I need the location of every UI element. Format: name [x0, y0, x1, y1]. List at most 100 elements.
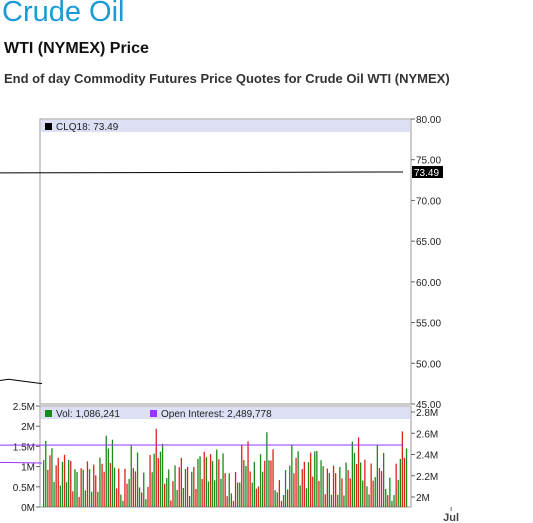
volume-bar	[251, 482, 253, 507]
volume-bar	[310, 452, 312, 507]
volume-bar	[341, 478, 343, 507]
volume-bar	[243, 460, 245, 507]
volume-bar	[116, 488, 118, 507]
volume-bar	[205, 457, 207, 507]
volume-bar	[209, 454, 212, 507]
volume-bar	[201, 479, 203, 507]
volume-bar	[138, 487, 141, 507]
volume-bar	[107, 448, 109, 507]
volume-bar	[211, 461, 214, 507]
volume-bar	[228, 473, 230, 507]
volume-bar	[370, 463, 372, 507]
oi-legend-swatch	[150, 410, 157, 417]
volume-bar	[291, 445, 293, 507]
volume-legend-swatch	[45, 410, 52, 417]
oi-y-tick-label: 2.8M	[416, 408, 438, 419]
volume-bar	[357, 437, 360, 507]
volume-bar	[80, 468, 82, 507]
volume-bar	[237, 482, 239, 507]
volume-bar	[345, 462, 347, 507]
volume-bar	[216, 449, 218, 507]
price-y-tick-label: 70.00	[416, 196, 441, 207]
volume-bar	[193, 466, 195, 507]
volume-bar	[109, 463, 111, 507]
volume-bar	[74, 469, 76, 507]
volume-bar	[241, 444, 243, 507]
volume-bar	[289, 465, 291, 507]
volume-bar	[307, 462, 310, 507]
volume-bar	[234, 472, 237, 507]
volume-bar	[330, 494, 333, 507]
volume-bar	[232, 500, 235, 507]
volume-bar	[68, 460, 70, 507]
volume-bar	[395, 463, 397, 507]
volume-bar	[262, 471, 264, 507]
price-legend-bar	[41, 120, 410, 132]
volume-bar	[368, 494, 370, 507]
volume-bar	[72, 491, 74, 507]
volume-bar	[405, 448, 408, 507]
volume-bar	[393, 495, 395, 507]
volume-bar	[376, 444, 378, 507]
volume-bar	[287, 489, 289, 507]
volume-bar	[387, 495, 389, 507]
volume-bar	[103, 471, 105, 507]
volume-bar	[351, 441, 353, 507]
volume-bar	[362, 480, 364, 507]
volume-bar	[272, 449, 274, 507]
volume-bar	[295, 457, 297, 507]
volume-bar	[61, 461, 64, 507]
volume-bar	[65, 482, 68, 507]
volume-bar	[57, 457, 59, 507]
volume-bar	[380, 471, 383, 507]
volume-bar	[312, 476, 314, 507]
volume-bar	[226, 496, 228, 507]
volume-bar	[143, 472, 145, 507]
volume-bar	[224, 473, 226, 507]
volume-bar	[78, 496, 80, 507]
volume-bar	[70, 461, 72, 507]
volume-bar	[168, 469, 170, 507]
volume-bar	[55, 465, 57, 507]
volume-bar	[374, 477, 376, 507]
volume-bar	[51, 448, 53, 507]
volume-bar	[49, 455, 51, 507]
volume-bar	[324, 494, 326, 507]
volume-bar	[122, 500, 124, 507]
volume-bar	[166, 478, 168, 507]
volume-bar	[249, 471, 251, 507]
oi-y-tick-label: 2.6M	[416, 429, 438, 440]
volume-bar	[322, 466, 324, 507]
volume-bar	[176, 490, 178, 507]
volume-bar	[259, 454, 262, 507]
volume-bar	[320, 460, 322, 507]
volume-bar	[120, 494, 122, 507]
volume-bar	[195, 489, 197, 507]
volume-bar	[141, 492, 143, 507]
volume-bar	[364, 459, 366, 507]
price-y-tick-label: 55.00	[416, 319, 441, 330]
volume-bar	[147, 486, 149, 507]
volume-legend-bar	[41, 407, 410, 419]
volume-bar	[155, 428, 157, 507]
price-y-tick-label: 50.00	[416, 359, 441, 370]
volume-bar	[134, 471, 137, 507]
oi-y-tick-label: 2.4M	[416, 451, 438, 462]
volume-bar	[282, 495, 285, 507]
volume-bar	[151, 472, 153, 507]
volume-bar	[189, 496, 191, 507]
last-value-label: 73.49	[414, 168, 439, 179]
volume-bar	[366, 486, 368, 507]
volume-bar	[268, 460, 270, 507]
volume-bar	[191, 471, 193, 507]
last-value-badge	[412, 166, 443, 179]
volume-bar	[303, 461, 305, 507]
price-y-tick-label: 80.00	[416, 115, 441, 126]
volume-y-tick-label: 2M	[21, 422, 35, 433]
volume-bar	[86, 461, 89, 507]
price-legend-label: CLQ18: 73.49	[56, 122, 119, 133]
volume-bar	[157, 458, 159, 507]
volume-bar	[149, 455, 151, 507]
volume-bar	[255, 488, 257, 507]
volume-y-tick-label: 2.5M	[13, 402, 35, 413]
